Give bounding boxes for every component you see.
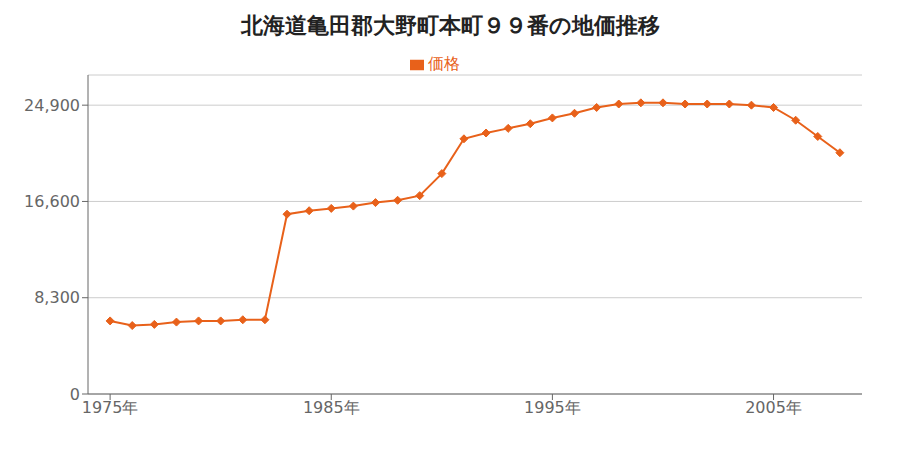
html-text:北海道亀田郡大野町本町９９番の地価推移: 北海道亀田郡大野町本町９９番の地価推移: [240, 13, 660, 38]
html-text:価格: 価格: [428, 54, 460, 73]
svg-text:8,300: 8,300: [34, 288, 80, 307]
svg-text:0: 0: [70, 385, 80, 404]
svg-text:2005年: 2005年: [745, 398, 802, 417]
svg-text:1995年: 1995年: [524, 398, 581, 417]
svg-text:1985年: 1985年: [303, 398, 360, 417]
svg-text:16,600: 16,600: [24, 192, 80, 211]
svg-text:1975年: 1975年: [82, 398, 139, 417]
svg-text:24,900: 24,900: [24, 96, 80, 115]
